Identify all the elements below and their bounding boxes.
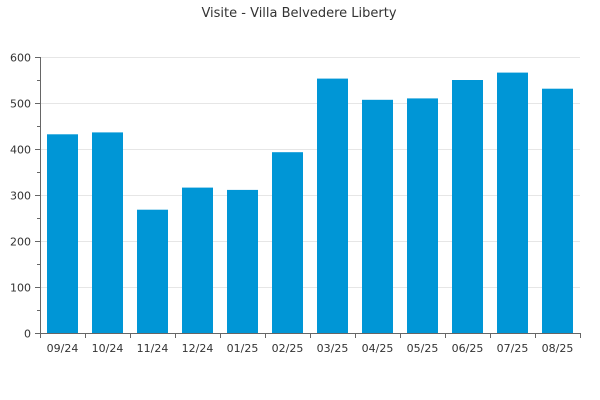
y-tick-label: 200 — [10, 236, 31, 249]
axes — [35, 57, 581, 338]
x-tick-label: 06/25 — [452, 342, 484, 355]
bar — [497, 72, 528, 333]
x-tick-label: 10/24 — [92, 342, 124, 355]
tick-labels: 0 100 200 300 400 500 600 09/24 10/24 11/24 12/24 0… — [10, 52, 573, 356]
bar — [92, 132, 123, 333]
bar — [317, 78, 348, 333]
bars — [47, 72, 573, 334]
bar — [47, 134, 78, 333]
bar — [407, 98, 438, 334]
x-tick-label: 08/25 — [542, 342, 574, 355]
y-tick-label: 0 — [24, 328, 31, 341]
y-tick-label: 400 — [10, 144, 31, 157]
x-tick-label: 11/24 — [137, 342, 169, 355]
x-tick-label: 03/25 — [317, 342, 349, 355]
x-tick-label: 09/24 — [47, 342, 79, 355]
y-tick-label: 100 — [10, 282, 31, 295]
y-tick-label: 600 — [10, 52, 31, 65]
bar — [137, 209, 168, 333]
x-tick-label: 01/25 — [227, 342, 259, 355]
x-tick-label: 05/25 — [407, 342, 439, 355]
y-tick-label: 300 — [10, 190, 31, 203]
bar — [452, 80, 483, 333]
x-tick-label: 12/24 — [182, 342, 214, 355]
x-tick-label: 04/25 — [362, 342, 394, 355]
grid-lines — [40, 57, 580, 288]
x-tick-label: 07/25 — [497, 342, 529, 355]
chart-title: Visite - Villa Belvedere Liberty — [201, 6, 396, 21]
bar — [362, 99, 393, 333]
bar — [182, 187, 213, 333]
x-tick-label: 02/25 — [272, 342, 304, 355]
bar — [272, 152, 303, 333]
bar — [227, 189, 258, 333]
bar — [542, 88, 573, 333]
y-tick-label: 500 — [10, 98, 31, 111]
